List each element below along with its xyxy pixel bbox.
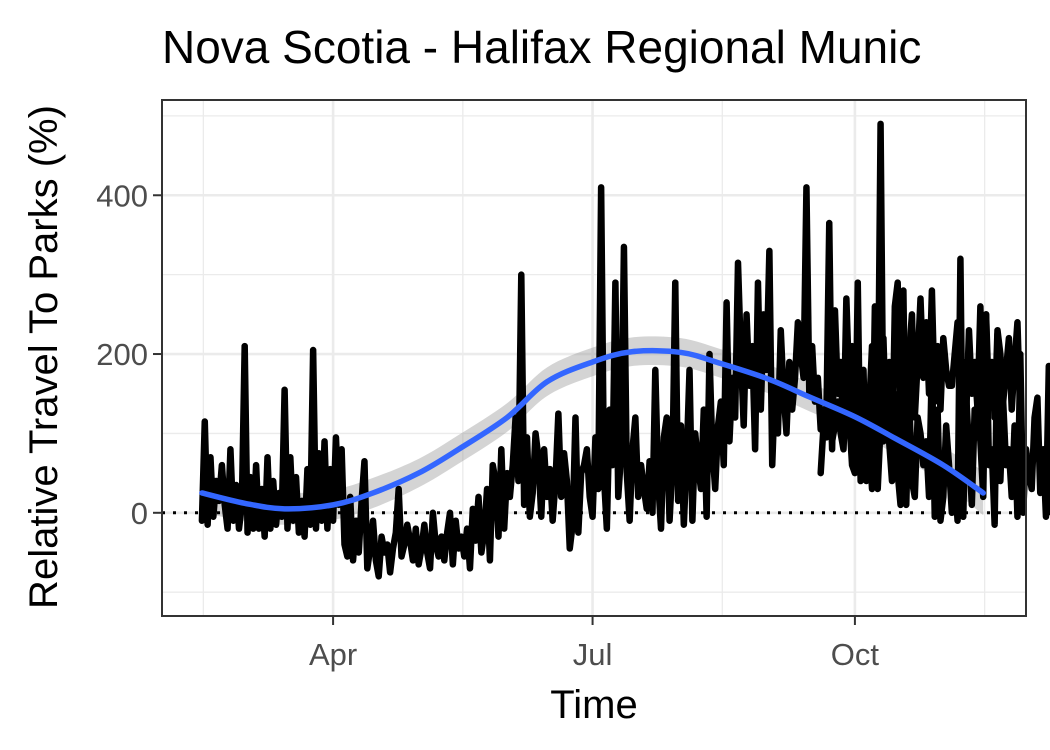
smooth-layer (199, 347, 986, 512)
x-axis: Apr Jul Oct (309, 616, 879, 672)
smooth-trend-line (199, 347, 986, 512)
chart-title: Nova Scotia - Halifax Regional Munic (162, 21, 921, 73)
y-tick-label: 200 (96, 337, 148, 372)
y-axis-title: Relative Travel To Parks (%) (22, 105, 66, 609)
x-axis-title: Time (550, 683, 637, 727)
x-tick-label: Oct (831, 637, 880, 672)
panel-border (161, 99, 1027, 617)
grid-minor (162, 100, 1026, 616)
x-tick-label: Jul (573, 637, 613, 672)
x-tick-label: Apr (309, 637, 357, 672)
y-axis: 0 200 400 (96, 178, 162, 531)
y-tick-label: 400 (96, 178, 148, 213)
y-tick-label: 0 (131, 496, 148, 531)
series-line-segment-2 (817, 219, 1050, 528)
